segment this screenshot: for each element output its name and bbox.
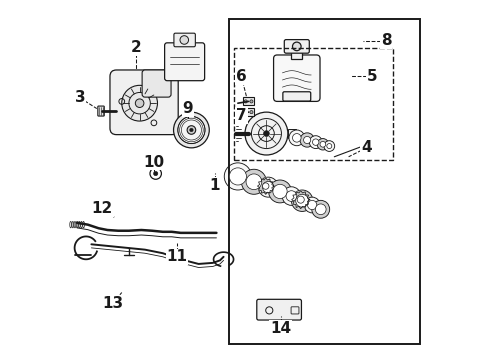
FancyBboxPatch shape <box>110 70 178 135</box>
Circle shape <box>263 181 274 193</box>
FancyBboxPatch shape <box>98 106 104 116</box>
Circle shape <box>242 169 267 194</box>
Circle shape <box>316 204 326 215</box>
Circle shape <box>153 171 158 176</box>
Bar <box>292 51 302 59</box>
Circle shape <box>289 130 305 146</box>
Circle shape <box>250 111 253 114</box>
Circle shape <box>312 201 330 218</box>
Circle shape <box>135 99 144 108</box>
Text: 7: 7 <box>236 108 247 123</box>
FancyBboxPatch shape <box>174 33 196 47</box>
Bar <box>243 108 254 116</box>
Circle shape <box>296 194 309 207</box>
Text: 13: 13 <box>102 296 123 311</box>
Circle shape <box>178 116 205 144</box>
Text: 8: 8 <box>381 33 392 48</box>
Circle shape <box>263 183 269 189</box>
FancyBboxPatch shape <box>142 70 171 97</box>
Circle shape <box>250 100 253 103</box>
Polygon shape <box>292 190 310 209</box>
Circle shape <box>320 141 326 147</box>
Circle shape <box>317 139 329 150</box>
Text: 6: 6 <box>236 69 247 84</box>
Circle shape <box>324 141 335 152</box>
Text: 3: 3 <box>74 90 85 105</box>
Bar <box>243 98 254 105</box>
Circle shape <box>244 100 247 103</box>
Bar <box>234 48 392 160</box>
Circle shape <box>304 197 320 213</box>
Circle shape <box>244 111 247 114</box>
Text: 14: 14 <box>270 321 291 336</box>
Circle shape <box>269 180 292 203</box>
Text: 12: 12 <box>92 201 113 216</box>
Circle shape <box>187 126 196 134</box>
Circle shape <box>300 133 314 147</box>
Text: 10: 10 <box>144 155 165 170</box>
Circle shape <box>293 134 301 142</box>
Text: 11: 11 <box>167 249 188 264</box>
FancyBboxPatch shape <box>273 55 320 102</box>
Text: 5: 5 <box>367 69 377 84</box>
Text: 4: 4 <box>361 140 372 156</box>
FancyBboxPatch shape <box>257 299 301 320</box>
Circle shape <box>273 184 287 199</box>
FancyBboxPatch shape <box>165 43 205 81</box>
Circle shape <box>286 191 297 202</box>
Circle shape <box>173 112 209 148</box>
Circle shape <box>308 201 317 210</box>
FancyBboxPatch shape <box>284 40 309 53</box>
Circle shape <box>309 136 322 149</box>
Circle shape <box>304 136 311 144</box>
Circle shape <box>264 131 270 136</box>
Text: 9: 9 <box>183 101 193 116</box>
Circle shape <box>297 196 304 203</box>
Text: 2: 2 <box>131 40 142 55</box>
Circle shape <box>229 168 246 185</box>
Text: 1: 1 <box>209 178 220 193</box>
Circle shape <box>190 128 193 132</box>
Circle shape <box>293 42 301 51</box>
Circle shape <box>292 190 313 211</box>
Circle shape <box>122 85 157 121</box>
Polygon shape <box>258 178 274 194</box>
Circle shape <box>224 163 251 190</box>
Circle shape <box>313 139 319 145</box>
Circle shape <box>282 187 301 205</box>
Circle shape <box>246 174 262 190</box>
Bar <box>229 19 420 344</box>
Circle shape <box>327 144 332 149</box>
Circle shape <box>258 177 278 197</box>
Bar <box>288 129 296 138</box>
Circle shape <box>180 36 189 44</box>
FancyBboxPatch shape <box>283 92 311 101</box>
Circle shape <box>245 112 288 155</box>
